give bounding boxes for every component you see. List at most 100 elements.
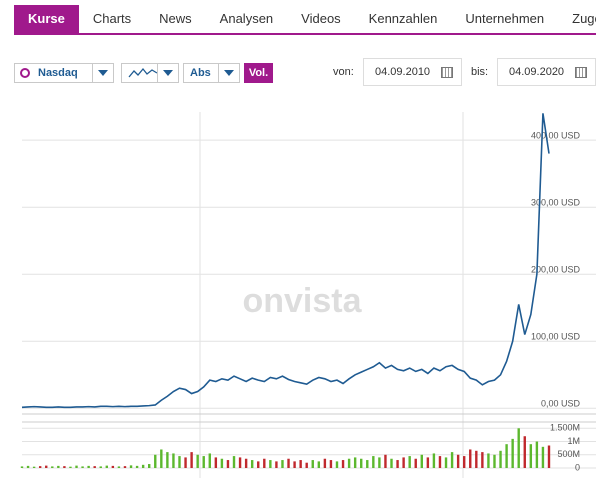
tab[interactable]: Zugehö xyxy=(572,11,596,26)
volume-bar xyxy=(541,446,545,468)
volume-bar xyxy=(305,462,308,468)
to-label: bis: xyxy=(471,66,489,78)
icon xyxy=(20,68,30,78)
volume-bar xyxy=(26,465,30,468)
line-icon xyxy=(128,67,158,78)
scale-dropdown[interactable]: Abs xyxy=(183,63,240,83)
volume-bar xyxy=(317,461,321,468)
to-date[interactable]: 04.09.2020 xyxy=(497,58,596,86)
chart-type-dropdown[interactable] xyxy=(121,63,179,83)
volume-bar xyxy=(475,450,478,468)
volume-bar xyxy=(69,466,72,468)
volume-button[interactable]: Vol. xyxy=(244,63,273,83)
volume-bar xyxy=(105,465,109,468)
y-tick-label: 100,00 USD xyxy=(531,332,581,342)
volume-bar xyxy=(299,460,302,468)
volume-bar xyxy=(148,464,151,468)
volume-bar xyxy=(499,450,502,468)
volume-bar xyxy=(63,466,66,468)
volume-bar xyxy=(160,449,163,468)
volume-bar xyxy=(214,457,218,468)
volume-bar xyxy=(432,453,436,468)
volume-bar xyxy=(414,458,417,468)
volume-bar xyxy=(51,466,54,468)
volume-bar xyxy=(438,456,442,468)
volume-bar xyxy=(208,453,211,468)
volume-bar xyxy=(329,460,333,468)
volume-bar xyxy=(287,458,290,468)
volume-bar xyxy=(396,460,399,468)
volume-bar xyxy=(178,456,181,468)
volume-bar xyxy=(196,454,199,468)
tab[interactable]: Charts xyxy=(92,11,132,26)
volume-bar xyxy=(117,466,121,468)
volume-bar xyxy=(462,456,466,468)
from-date[interactable]: 04.09.2010 xyxy=(363,58,462,86)
volume-bar xyxy=(238,457,242,468)
volume-bar xyxy=(420,454,423,468)
y-tick-label: 200,00 USD xyxy=(531,265,581,275)
volume-bar xyxy=(390,458,393,468)
volume-bar xyxy=(244,458,248,468)
volume-bar xyxy=(184,457,187,468)
volume-bar xyxy=(275,461,278,468)
volume-bar xyxy=(517,428,520,468)
tab[interactable]: Analysen xyxy=(219,11,274,26)
exchange-dropdown[interactable]: Nasdaq xyxy=(14,63,114,83)
tab[interactable]: Videos xyxy=(301,11,341,26)
tab[interactable]: Kennzahlen xyxy=(368,11,438,26)
volume-bar xyxy=(426,457,430,468)
volume-bar xyxy=(456,454,460,468)
tab[interactable]: Kurse xyxy=(14,5,79,33)
volume-bar xyxy=(123,466,127,468)
tab[interactable]: Unternehmen xyxy=(465,11,545,26)
volume-bar xyxy=(20,466,24,468)
volume-bar xyxy=(269,460,272,468)
volume-bar xyxy=(505,444,508,468)
volume-bar xyxy=(384,454,387,468)
tab[interactable]: News xyxy=(159,11,192,26)
volume-bar xyxy=(353,457,357,468)
volume-bar xyxy=(444,457,448,468)
volume-bar xyxy=(81,466,84,468)
volume-bar xyxy=(402,457,405,468)
y-tick-label: 1M xyxy=(567,436,580,446)
volume-bar xyxy=(190,452,193,468)
volume-bar xyxy=(135,465,139,468)
volume-bar xyxy=(87,465,90,468)
volume-bar xyxy=(263,458,266,468)
volume-bar xyxy=(232,456,236,468)
volume-bar xyxy=(360,458,363,468)
volume-bar xyxy=(378,457,381,468)
volume-bar xyxy=(523,436,526,468)
volume-bar xyxy=(493,454,496,468)
volume-bar xyxy=(281,460,284,468)
volume-bar xyxy=(257,461,260,468)
volume-bar xyxy=(75,465,78,468)
to-value: 04.09.2020 xyxy=(509,66,565,78)
y-tick-label: 0 xyxy=(575,462,580,472)
volume-bar xyxy=(172,453,175,468)
volume-bar xyxy=(99,466,102,468)
volume-bar xyxy=(293,461,296,468)
volume-bar xyxy=(335,461,339,468)
volume-bar xyxy=(38,466,42,468)
volume-bar xyxy=(226,460,230,468)
volume-bar xyxy=(469,449,472,468)
volume-bar xyxy=(45,465,48,468)
volume-bar xyxy=(111,465,115,468)
y-tick-label: 1.500M xyxy=(550,423,580,433)
volume-bar xyxy=(32,466,36,468)
volume-bar xyxy=(341,460,345,468)
tab-bar: Kurse Charts News Analysen Videos Kennzahlen U… xyxy=(14,5,596,35)
volume-bar xyxy=(366,460,369,468)
volume-bar xyxy=(408,456,411,468)
exchange: Nasdaq xyxy=(38,67,78,79)
y-tick-label: 300,00 USD xyxy=(531,198,581,208)
volume-bar xyxy=(547,445,551,468)
watermark: onvista xyxy=(242,282,362,320)
volume-bar xyxy=(154,454,157,468)
volume-bar xyxy=(347,458,351,468)
